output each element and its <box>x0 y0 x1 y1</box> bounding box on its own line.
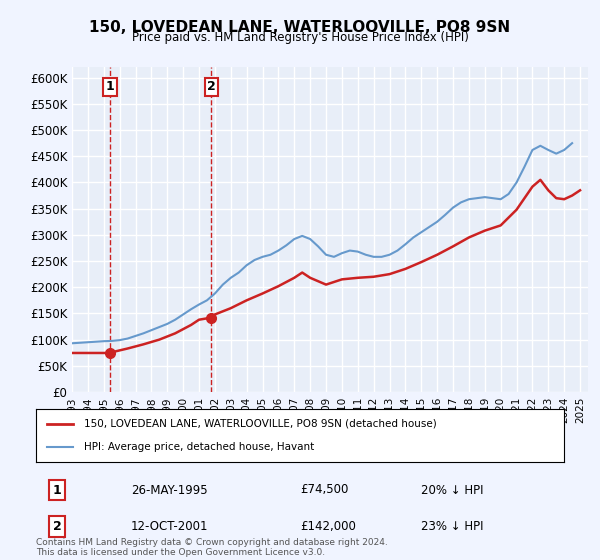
Text: £74,500: £74,500 <box>300 483 349 497</box>
Text: 12-OCT-2001: 12-OCT-2001 <box>131 520 209 533</box>
Text: Contains HM Land Registry data © Crown copyright and database right 2024.
This d: Contains HM Land Registry data © Crown c… <box>36 538 388 557</box>
Text: 150, LOVEDEAN LANE, WATERLOOVILLE, PO8 9SN: 150, LOVEDEAN LANE, WATERLOOVILLE, PO8 9… <box>89 20 511 35</box>
Text: 1: 1 <box>53 483 61 497</box>
Text: 2: 2 <box>207 80 216 93</box>
Text: 150, LOVEDEAN LANE, WATERLOOVILLE, PO8 9SN (detached house): 150, LOVEDEAN LANE, WATERLOOVILLE, PO8 9… <box>83 419 436 429</box>
Text: 20% ↓ HPI: 20% ↓ HPI <box>421 483 484 497</box>
Text: 2: 2 <box>53 520 61 533</box>
Text: Price paid vs. HM Land Registry's House Price Index (HPI): Price paid vs. HM Land Registry's House … <box>131 31 469 44</box>
Text: 1: 1 <box>106 80 115 93</box>
Text: 23% ↓ HPI: 23% ↓ HPI <box>421 520 484 533</box>
Text: £142,000: £142,000 <box>300 520 356 533</box>
Text: 26-MAY-1995: 26-MAY-1995 <box>131 483 208 497</box>
Text: HPI: Average price, detached house, Havant: HPI: Average price, detached house, Hava… <box>83 442 314 452</box>
